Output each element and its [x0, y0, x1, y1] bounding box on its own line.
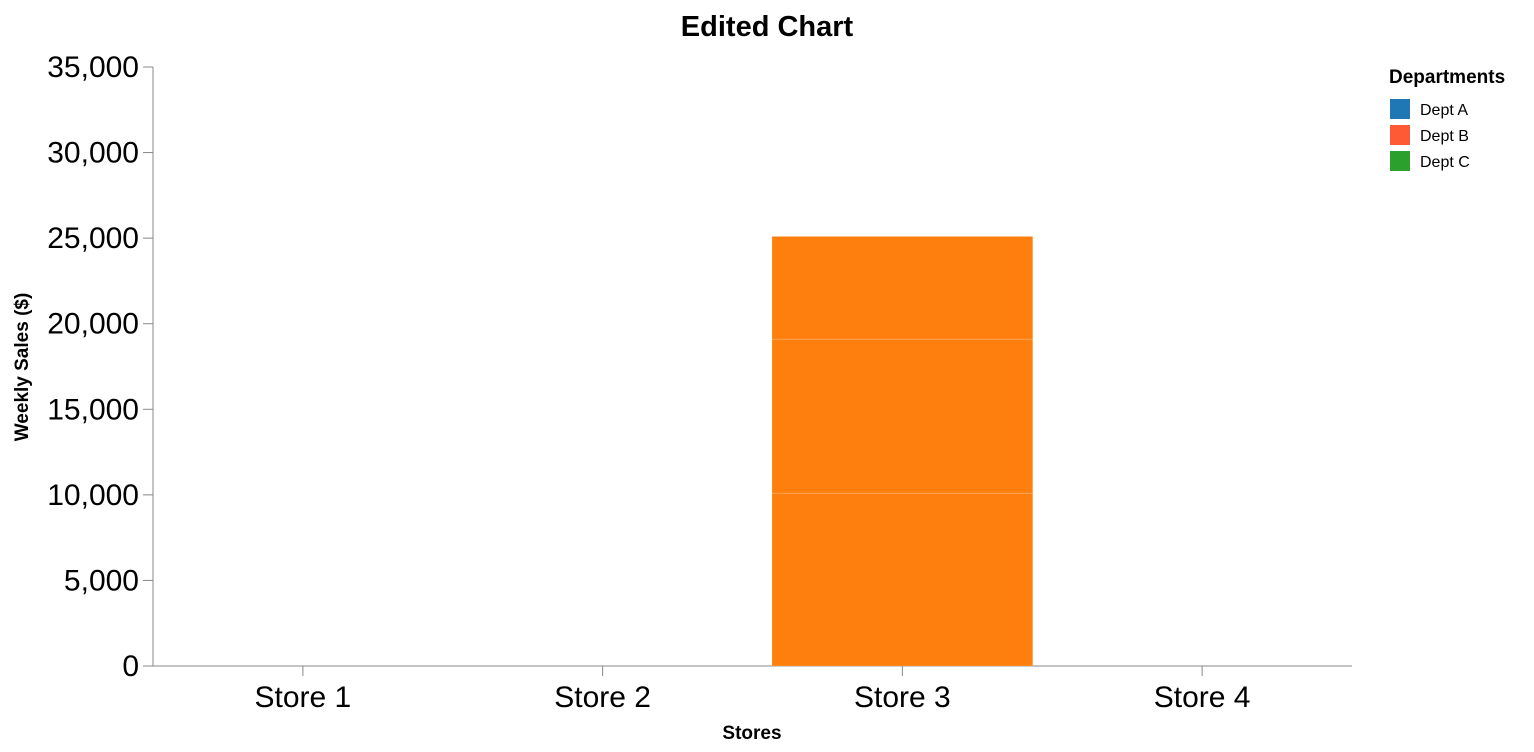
legend-label: Dept A: [1420, 102, 1468, 119]
bar-segment: [771, 236, 1034, 340]
bar-segment: [771, 492, 1034, 667]
legend: Departments Dept A Dept B Dept C: [1389, 67, 1505, 171]
chart-title: Edited Chart: [681, 11, 854, 43]
y-tick-label: 10,000: [47, 479, 139, 512]
y-tick-label: 35,000: [47, 51, 139, 84]
y-tick-label: 15,000: [47, 393, 139, 426]
x-axis-title: Stores: [722, 723, 781, 744]
bar-segment: [771, 338, 1034, 494]
legend-swatch: [1390, 125, 1410, 145]
y-tick-label: 20,000: [47, 308, 139, 341]
legend-swatch: [1390, 99, 1410, 119]
y-tick-label: 30,000: [47, 137, 139, 170]
legend-label: Dept C: [1420, 154, 1470, 171]
bars-group: [771, 236, 1034, 667]
x-tick-label: Store 3: [854, 681, 951, 714]
legend-label: Dept B: [1420, 128, 1469, 145]
y-tick-label: 0: [122, 650, 139, 683]
y-tick-label: 25,000: [47, 222, 139, 255]
x-tick-label: Store 2: [554, 681, 651, 714]
x-axis: Store 1 Store 2 Store 3 Store 4: [153, 665, 1352, 714]
legend-swatch: [1390, 151, 1410, 171]
y-axis: 0 5,000 10,000 15,000 20,000 25,000 30,000 35,0…: [47, 51, 154, 683]
y-axis-title: Weekly Sales ($): [12, 293, 33, 442]
x-tick-label: Store 1: [255, 681, 352, 714]
y-tick-label: 5,000: [64, 564, 139, 597]
legend-title: Departments: [1389, 67, 1505, 88]
x-tick-label: Store 4: [1154, 681, 1251, 714]
